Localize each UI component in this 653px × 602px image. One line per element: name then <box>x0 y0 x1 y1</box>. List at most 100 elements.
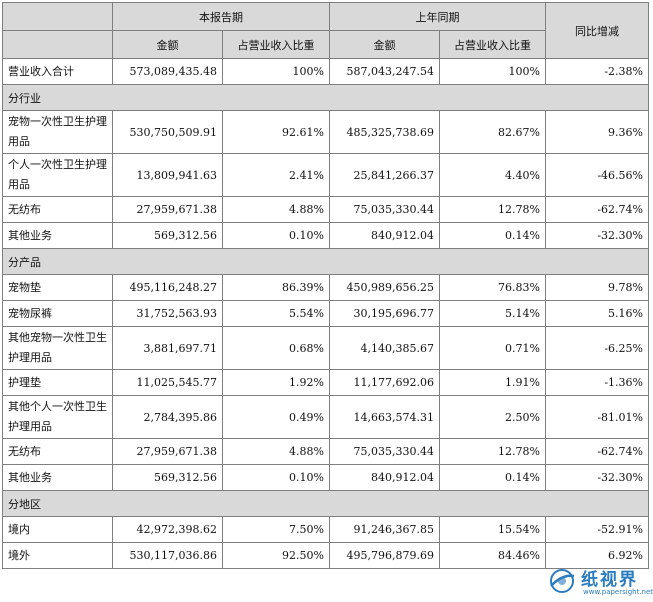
row-label: 无纺布 <box>2 438 113 465</box>
header-cur-share: 占营业收入比重 <box>222 30 330 59</box>
section-title: 分地区 <box>2 490 649 517</box>
row-label: 宠物尿裤 <box>2 300 113 327</box>
prev-share: 4.40% <box>439 153 546 197</box>
prev-share: 82.67% <box>439 110 546 154</box>
row-label: 其他宠物一次性卫生护理用品 <box>2 326 113 370</box>
yoy-change: -32.30% <box>545 464 649 491</box>
cur-amount: 573,089,435.48 <box>112 58 223 85</box>
header-yoy-change: 同比增减 <box>545 2 649 59</box>
prev-share: 5.14% <box>439 300 546 327</box>
prev-share: 12.78% <box>439 196 546 223</box>
cur-share: 86.39% <box>222 274 330 301</box>
row-label: 其他业务 <box>2 222 113 249</box>
prev-amount: 450,989,656.25 <box>329 274 440 301</box>
yoy-change: -2.38% <box>545 58 649 85</box>
prev-share: 2.50% <box>439 395 546 439</box>
prev-amount: 840,912.04 <box>329 464 440 491</box>
row-label: 个人一次性卫生护理用品 <box>2 153 113 197</box>
prev-share: 0.14% <box>439 222 546 249</box>
yoy-change: -32.30% <box>545 222 649 249</box>
yoy-change: -1.36% <box>545 369 649 396</box>
row-label: 境外 <box>2 542 113 569</box>
row-label: 护理垫 <box>2 369 113 396</box>
cur-amount: 530,117,036.86 <box>112 542 223 569</box>
row-label: 其他业务 <box>2 464 113 491</box>
prev-share: 12.78% <box>439 438 546 465</box>
cur-share: 2.41% <box>222 153 330 197</box>
cur-share: 5.54% <box>222 300 330 327</box>
cur-amount: 31,752,563.93 <box>112 300 223 327</box>
header-prev-amount: 金额 <box>329 30 440 59</box>
header-corner <box>2 2 113 31</box>
table-row-total: 营业收入合计 573,089,435.48 100% 587,043,247.5… <box>2 58 649 85</box>
cur-share: 7.50% <box>222 516 330 543</box>
cur-share: 4.88% <box>222 196 330 223</box>
yoy-change: -6.25% <box>545 326 649 370</box>
cur-share: 0.10% <box>222 464 330 491</box>
row-label: 无纺布 <box>2 196 113 223</box>
prev-amount: 495,796,879.69 <box>329 542 440 569</box>
watermark-url: www.papersight.net <box>583 588 653 596</box>
header-prior-period: 上年同期 <box>329 2 546 31</box>
section-title: 分产品 <box>2 248 649 275</box>
prev-amount: 91,246,367.85 <box>329 516 440 543</box>
cur-amount: 27,959,671.38 <box>112 438 223 465</box>
section-by-region: 分地区 <box>2 490 649 517</box>
yoy-change: 6.92% <box>545 542 649 569</box>
globe-swoosh-icon <box>550 569 575 593</box>
table-row: 其他业务 569,312.56 0.10% 840,912.04 0.14% -… <box>2 222 649 249</box>
cur-share: 0.10% <box>222 222 330 249</box>
prev-amount: 75,035,330.44 <box>329 196 440 223</box>
header-row-top: 本报告期 上年同期 同比增减 <box>2 2 649 59</box>
cur-share: 4.88% <box>222 438 330 465</box>
table-row: 其他业务 569,312.56 0.10% 840,912.04 0.14% -… <box>2 464 649 491</box>
prev-amount: 4,140,385.67 <box>329 326 440 370</box>
header-prev-share: 占营业收入比重 <box>439 30 546 59</box>
yoy-change: -81.01% <box>545 395 649 439</box>
table-row: 宠物垫 495,116,248.27 86.39% 450,989,656.25… <box>2 274 649 301</box>
table-row: 其他个人一次性卫生护理用品 2,784,395.86 0.49% 14,663,… <box>2 395 649 439</box>
table-row: 境外 530,117,036.86 92.50% 495,796,879.69 … <box>2 542 649 569</box>
header-cur-amount: 金额 <box>112 30 223 59</box>
cur-amount: 3,881,697.71 <box>112 326 223 370</box>
revenue-table: 本报告期 上年同期 同比增减 金额 占营业收入比重 金额 占营业收入比重 营业收… <box>2 2 649 569</box>
prev-amount: 30,195,696.77 <box>329 300 440 327</box>
section-by-product: 分产品 <box>2 248 649 275</box>
cur-amount: 495,116,248.27 <box>112 274 223 301</box>
prev-share: 1.91% <box>439 369 546 396</box>
cur-amount: 530,750,509.91 <box>112 110 223 154</box>
prev-amount: 840,912.04 <box>329 222 440 249</box>
table-row: 个人一次性卫生护理用品 13,809,941.63 2.41% 25,841,2… <box>2 153 649 197</box>
cur-amount: 569,312.56 <box>112 222 223 249</box>
prev-share: 0.71% <box>439 326 546 370</box>
prev-amount: 587,043,247.54 <box>329 58 440 85</box>
cur-amount: 11,025,545.77 <box>112 369 223 396</box>
row-label: 宠物一次性卫生护理用品 <box>2 110 113 154</box>
section-title: 分行业 <box>2 84 649 111</box>
table-row: 宠物一次性卫生护理用品 530,750,509.91 92.61% 485,32… <box>2 110 649 154</box>
cur-share: 92.50% <box>222 542 330 569</box>
row-label: 营业收入合计 <box>2 58 113 85</box>
cur-share: 100% <box>222 58 330 85</box>
cur-share: 0.68% <box>222 326 330 370</box>
cur-amount: 42,972,398.62 <box>112 516 223 543</box>
yoy-change: -46.56% <box>545 153 649 197</box>
cur-amount: 27,959,671.38 <box>112 196 223 223</box>
cur-share: 0.49% <box>222 395 330 439</box>
prev-share: 84.46% <box>439 542 546 569</box>
cur-share: 92.61% <box>222 110 330 154</box>
prev-amount: 75,035,330.44 <box>329 438 440 465</box>
yoy-change: 9.78% <box>545 274 649 301</box>
prev-share: 15.54% <box>439 516 546 543</box>
row-label: 宠物垫 <box>2 274 113 301</box>
prev-amount: 14,663,574.31 <box>329 395 440 439</box>
table-row: 其他宠物一次性卫生护理用品 3,881,697.71 0.68% 4,140,3… <box>2 326 649 370</box>
watermark-brand: 纸视界 <box>581 570 638 590</box>
prev-amount: 485,325,738.69 <box>329 110 440 154</box>
prev-share: 100% <box>439 58 546 85</box>
prev-amount: 25,841,266.37 <box>329 153 440 197</box>
table-row: 无纺布 27,959,671.38 4.88% 75,035,330.44 12… <box>2 438 649 465</box>
table-row: 无纺布 27,959,671.38 4.88% 75,035,330.44 12… <box>2 196 649 223</box>
table-row: 宠物尿裤 31,752,563.93 5.54% 30,195,696.77 5… <box>2 300 649 327</box>
cur-amount: 13,809,941.63 <box>112 153 223 197</box>
